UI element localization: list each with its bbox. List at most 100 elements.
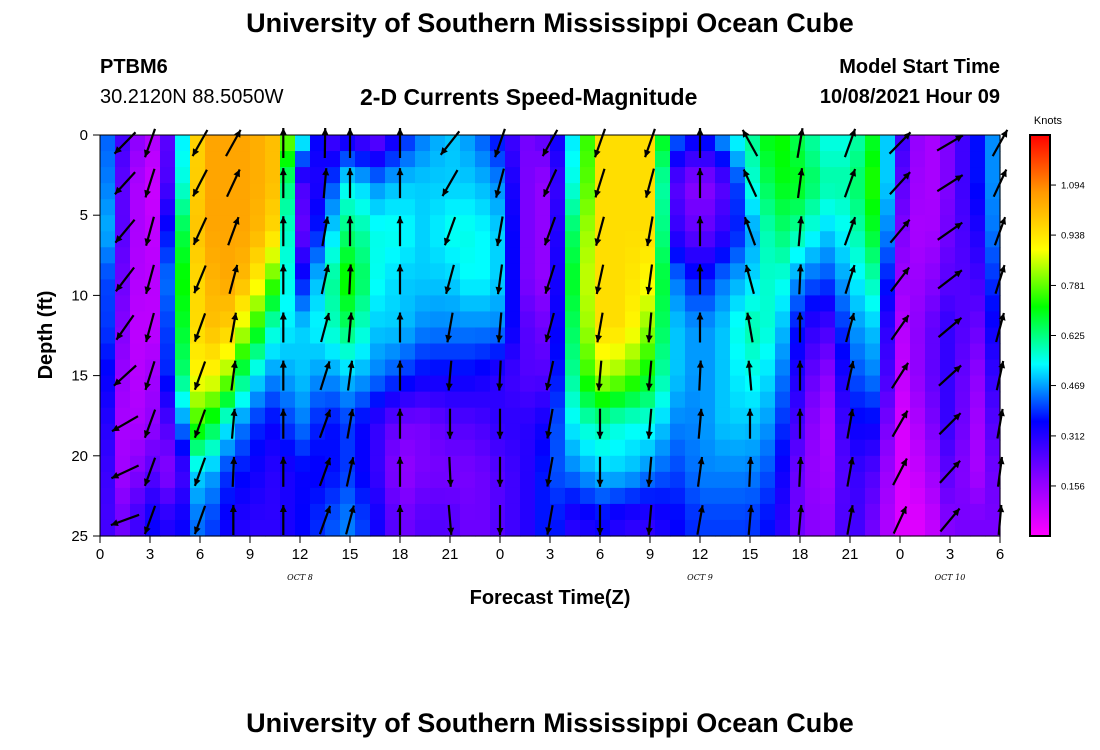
heatmap-cell [130,135,146,152]
heatmap-cell [565,359,581,377]
heatmap-cell [220,343,236,361]
heatmap-cell [940,311,956,329]
heatmap-cell [430,391,446,409]
heatmap-cell [100,151,116,168]
heatmap-cell [400,327,416,345]
x-tick-label: 21 [842,546,859,563]
current-arrow-head [233,169,240,178]
heatmap-cell [205,199,221,216]
heatmap-cell [670,279,686,296]
heatmap-cell [730,359,746,377]
heatmap-cell [730,151,746,168]
heatmap-cell [310,151,326,168]
heatmap-cell [955,375,971,393]
heatmap-cell [205,327,221,345]
heatmap-cell [445,439,461,457]
current-arrow [279,312,287,343]
heatmap-cell [895,199,911,216]
heatmap-cell [550,199,566,216]
current-arrow [144,264,155,295]
heatmap-cell [265,423,281,441]
heatmap-cell [610,439,626,457]
heatmap-cell [190,247,206,264]
heatmap-cell [235,455,251,473]
heatmap-cell [505,359,521,377]
heatmap-cell [160,199,176,216]
heatmap-cell [580,439,596,457]
heatmap-cell [550,423,566,441]
colorbar-tick-label: 0.625 [1061,331,1085,342]
heatmap-cell [175,231,191,248]
heatmap-cell [805,375,821,393]
current-arrow [796,168,805,199]
heatmap-cell [565,439,581,457]
heatmap-cell [925,455,941,473]
heatmap-cell [535,135,551,152]
heatmap-cell [460,199,476,216]
heatmap-cell [100,167,116,184]
current-arrow [596,505,604,535]
heatmap-cell [220,519,236,537]
heatmap-cell [730,503,746,521]
heatmap-cell [235,295,251,313]
heatmap-cell [505,391,521,409]
heatmap-cell [880,503,896,521]
current-arrow [746,456,754,487]
heatmap-cell [880,519,896,537]
current-arrow-head [745,360,753,368]
heatmap-cell [235,375,251,393]
heatmap-cell [730,231,746,248]
heatmap-cell [355,343,371,361]
heatmap-cell [985,311,1001,329]
heatmap-cell [370,375,386,393]
heatmap-cell [790,375,806,393]
heatmap-cell [610,311,626,329]
heatmap-cell [505,439,521,457]
heatmap-cell [580,455,596,473]
heatmap-cell [385,471,401,489]
heatmap-cell [265,295,281,313]
heatmap-cell [610,503,626,521]
heatmap-cell [205,503,221,521]
heatmap-cell [970,215,986,232]
heatmap-cell [790,439,806,457]
current-arrow [115,314,135,341]
heatmap-cell [835,311,851,329]
current-arrow-head [346,216,354,224]
heatmap-cell [280,295,296,313]
heatmap-cell [910,167,926,184]
current-arrow-head [746,456,754,464]
heatmap-cell [625,423,641,441]
heatmap-cell [115,167,131,184]
heatmap-cell [460,391,476,409]
heatmap-cell [145,487,161,505]
current-arrow-head [229,505,237,512]
heatmap-cell [385,423,401,441]
heatmap-cell [595,199,611,216]
heatmap-cell [745,407,761,425]
heatmap-cell [520,455,536,473]
heatmap-cell [925,247,941,264]
heatmap-cell [445,455,461,473]
heatmap-cell [925,503,941,521]
heatmap-cell [160,407,176,425]
heatmap-cell [490,487,506,505]
heatmap-cell [355,359,371,377]
current-arrow [279,128,287,158]
heatmap-cell [415,183,431,200]
heatmap-cell [880,359,896,377]
heatmap-cell [610,135,626,152]
heatmap-cell [220,439,236,457]
heatmap-cell [790,231,806,248]
heatmap-cell [400,215,416,232]
heatmap-cell [580,375,596,393]
heatmap-cell [520,311,536,329]
heatmap-cell [355,327,371,345]
current-arrow-head [743,169,750,178]
heatmap-cell [430,471,446,489]
heatmap-cell [370,519,386,537]
heatmap-cell [700,167,716,184]
current-arrow-head [445,334,453,343]
heatmap-cell [355,247,371,264]
current-arrow-head [115,235,123,243]
